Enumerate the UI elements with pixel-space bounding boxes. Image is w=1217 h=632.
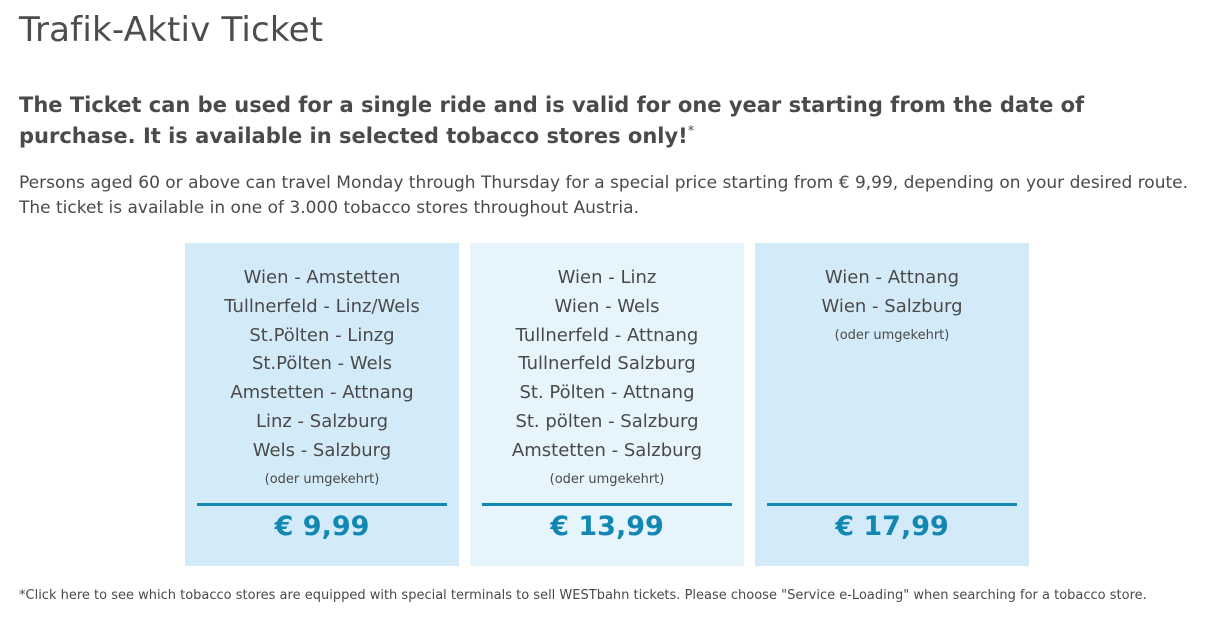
price-label: € 9,99 <box>274 511 370 542</box>
route-item: Wien - Amstetten <box>243 267 401 288</box>
card-divider <box>767 503 1017 506</box>
route-item: Tullnerfeld - Attnang <box>515 324 699 346</box>
card-divider <box>197 503 447 506</box>
direction-note: (oder umgekehrt) <box>264 471 380 487</box>
footnote-link[interactable]: *Click here to see which tobacco stores … <box>19 588 1147 603</box>
route-item: St.Pölten - Linzg <box>249 324 395 346</box>
price-label: € 17,99 <box>835 511 949 542</box>
route-item: St.Pölten - Wels <box>251 353 393 375</box>
route-item: Wien - Attnang <box>824 267 960 288</box>
route-item: Wien - Linz <box>557 267 657 288</box>
route-item: St. Pölten - Attnang <box>519 382 695 404</box>
direction-note: (oder umgekehrt) <box>549 471 665 487</box>
price-card-2: Wien - Linz Wien - Wels Tullnerfeld - At… <box>470 243 744 566</box>
route-list: Wien - Linz Wien - Wels Tullnerfeld - At… <box>470 264 744 494</box>
route-item: Wien - Wels <box>554 295 660 317</box>
route-item: Wels - Salzburg <box>252 439 392 461</box>
route-item: Tullnerfeld Salzburg <box>518 353 696 375</box>
route-list: Wien - Amstetten Tullnerfeld - Linz/Wels… <box>185 264 459 494</box>
route-item: St. pölten - Salzburg <box>515 410 699 432</box>
price-card-3: Wien - Attnang Wien - Salzburg (oder umg… <box>755 243 1029 566</box>
price-card-1: Wien - Amstetten Tullnerfeld - Linz/Wels… <box>185 243 459 566</box>
footnote-marker: * <box>687 124 695 139</box>
lead-text: The Ticket can be used for a single ride… <box>19 90 1199 152</box>
price-label: € 13,99 <box>550 511 664 542</box>
route-item: Amstetten - Attnang <box>230 382 414 404</box>
direction-note: (oder umgekehrt) <box>834 327 950 343</box>
price-cards: Wien - Amstetten Tullnerfeld - Linz/Wels… <box>185 243 1029 566</box>
route-item: Amstetten - Salzburg <box>511 439 703 461</box>
page-title: Trafik-Aktiv Ticket <box>19 10 324 50</box>
card-divider <box>482 503 732 506</box>
description-text: Persons aged 60 or above can travel Mond… <box>19 173 1188 218</box>
route-list: Wien - Attnang Wien - Salzburg (oder umg… <box>755 264 1029 350</box>
lead-text-body: The Ticket can be used for a single ride… <box>19 93 1085 148</box>
route-item: Wien - Salzburg <box>821 295 963 317</box>
route-item: Linz - Salzburg <box>255 410 389 432</box>
route-item: Tullnerfeld - Linz/Wels <box>224 295 420 317</box>
